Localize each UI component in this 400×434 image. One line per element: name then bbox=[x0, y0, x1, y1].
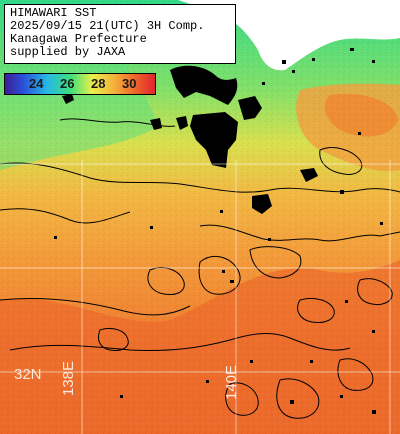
isotherm-contours bbox=[0, 118, 400, 419]
land-honshu bbox=[236, 0, 400, 71]
cloud-specks bbox=[54, 48, 383, 414]
latitude-label: 32N bbox=[14, 366, 42, 383]
legend-tick: 28 bbox=[91, 76, 106, 91]
cloud-mask bbox=[62, 65, 318, 214]
graticule bbox=[0, 160, 400, 434]
temperature-colorbar: 24 26 28 30 bbox=[4, 73, 156, 95]
region-name: Kanagawa Prefecture bbox=[10, 32, 147, 46]
info-box: HIMAWARI SST 2025/09/15 21(UTC) 3H Comp.… bbox=[4, 4, 236, 64]
longitude-label: 140E bbox=[223, 364, 240, 400]
legend-tick: 30 bbox=[122, 76, 137, 91]
data-credit: supplied by JAXA bbox=[10, 45, 126, 59]
product-title: HIMAWARI SST bbox=[10, 6, 97, 20]
observation-datetime: 2025/09/15 21(UTC) 3H Comp. bbox=[10, 19, 205, 33]
legend-tick: 26 bbox=[60, 76, 75, 91]
longitude-label: 138E bbox=[60, 360, 77, 396]
legend-tick: 24 bbox=[29, 76, 44, 91]
